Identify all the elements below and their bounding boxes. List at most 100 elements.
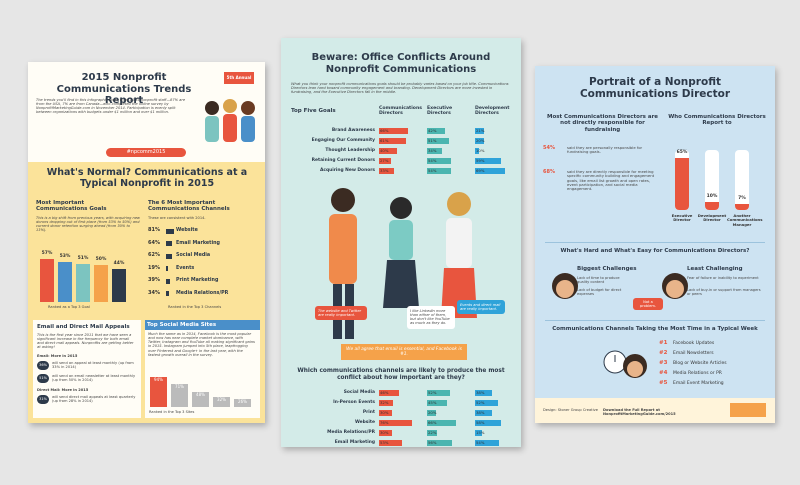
channels-note: Ranked in the Top 3 Channels — [168, 305, 222, 309]
cell-bar — [427, 128, 446, 134]
quote: Events and direct mail are really import… — [457, 300, 505, 315]
row-label: Website — [354, 420, 375, 425]
cell-bar — [475, 410, 492, 416]
cell-value: 38% — [476, 409, 485, 415]
cell-value: 20% — [428, 409, 437, 415]
report-bar — [735, 204, 749, 210]
channel-label: Email Newsletters — [673, 351, 714, 356]
email-heading: Email: More in 2015 — [37, 354, 78, 358]
logo — [730, 403, 766, 417]
channel-value: 39% — [148, 277, 160, 283]
cell-value: 56% — [428, 439, 437, 445]
quote: I like LinkedIn more than either of them… — [407, 306, 455, 329]
social-value: 32% — [217, 396, 226, 402]
cell-bar — [475, 128, 485, 134]
goals-note: Ranked as a Top 3 Goal — [48, 305, 90, 309]
row-label: Engaging Our Community — [311, 138, 375, 143]
title: 2015 Nonprofit Communications Trends Rep… — [56, 72, 192, 106]
cell-bar — [379, 158, 391, 164]
appeal-value: 36% — [37, 361, 49, 370]
cell-bar — [427, 168, 451, 174]
cell-value: 38% — [476, 389, 485, 395]
channel-label: Website — [176, 228, 198, 233]
report-bar — [675, 158, 689, 210]
quote: The website and Twitter are really impor… — [315, 306, 367, 321]
cell-bar — [379, 400, 394, 406]
cell-bar — [379, 168, 394, 174]
cell-bar — [379, 138, 406, 144]
report-value: 7% — [738, 196, 746, 202]
social-bar — [171, 384, 188, 407]
goal-value: 50% — [95, 256, 107, 262]
row-label: Email Marketing — [334, 440, 375, 445]
cell-bar — [427, 420, 457, 426]
report-label: Development Director — [697, 213, 727, 223]
poster-trends: 2015 Nonprofit Communications Trends Rep… — [28, 62, 265, 423]
row-label: Acquiring New Donors — [319, 168, 375, 173]
faces-art — [552, 273, 688, 299]
cell-value: 54% — [428, 167, 437, 173]
channel-value: 34% — [148, 289, 160, 296]
cell-bar — [475, 440, 499, 446]
cell-value: 33% — [380, 167, 389, 173]
cell-bar — [379, 390, 400, 396]
question: Which communications channels are likely… — [297, 368, 505, 381]
row-label: Retaining Current Donors — [311, 158, 375, 163]
hashtag: #npcomm2015 — [106, 148, 186, 157]
people-art — [205, 99, 255, 142]
cell-bar — [427, 430, 437, 436]
people-art — [329, 188, 477, 339]
row-label: Thought Leadership — [325, 148, 375, 153]
cell-bar — [475, 158, 501, 164]
challenge-item: Lack of buy-in or support from managers … — [687, 288, 761, 297]
channel-bar — [166, 228, 175, 234]
goals-heading: Top Five Goals — [291, 108, 336, 114]
cell-bar — [427, 440, 452, 446]
cell-bar — [475, 148, 480, 154]
rank: #1 — [659, 340, 668, 346]
appeal-value: 51% — [37, 374, 49, 383]
channel-bar — [166, 241, 173, 246]
row-label: Print — [362, 410, 375, 415]
cell-value: 66% — [428, 419, 437, 425]
poster-conflicts: Beware: Office Conflicts Around Nonprofi… — [281, 38, 521, 447]
social-note: Ranked in the Top 3 Sites — [149, 410, 195, 414]
report-heading: Who Communications Directors Report to — [668, 114, 766, 127]
channel-label: Blog or Website Articles — [673, 361, 727, 366]
cell-value: 30% — [380, 409, 389, 415]
direct-mail-heading: Direct Mail: More in 2015 — [37, 388, 89, 392]
cell-value: 15% — [476, 429, 485, 435]
least-heading: Least Challenging — [687, 266, 743, 272]
cell-value: 51% — [428, 137, 437, 143]
column-heading: Development Directors — [475, 106, 510, 117]
goal-bar — [40, 259, 54, 302]
cell-bar — [379, 420, 413, 426]
appeals-text: This is the first year since 2011 that w… — [37, 333, 134, 350]
credit: Design: Stoner Group Creative — [543, 408, 598, 412]
appeal-value: 31% — [37, 395, 49, 404]
poster-portrait: Portrait of a Nonprofit Communications D… — [535, 66, 775, 423]
channel-label: Media Relations or PR — [673, 371, 722, 376]
rank: #4 — [659, 370, 668, 376]
channel-bar — [166, 278, 170, 284]
cell-bar — [427, 400, 447, 406]
appeals-heading: Email and Direct Mail Appeals — [37, 324, 130, 330]
channels-subtitle: These are consistent with 2014. — [148, 216, 206, 220]
report-bar — [705, 202, 719, 210]
cell-bar — [379, 148, 397, 154]
banner: We all agree that email is essential, an… — [341, 344, 467, 361]
cell-value: 52% — [476, 399, 485, 405]
cell-bar — [427, 158, 451, 164]
challenge-item: Lack of time to produce quality content — [577, 276, 620, 285]
cell-value: 27% — [380, 157, 389, 163]
channel-bar — [166, 266, 168, 271]
social-bar — [192, 391, 209, 407]
channel-value: 64% — [148, 239, 160, 246]
challenges-heading: Biggest Challenges — [577, 266, 637, 272]
social-value: 26% — [238, 398, 247, 404]
goal-value: 53% — [59, 254, 71, 260]
appeal-text: will send direct mail appeals at least q… — [52, 395, 136, 404]
cell-value: 66% — [380, 127, 389, 133]
cell-bar — [379, 410, 393, 416]
channel-bar — [166, 253, 173, 259]
